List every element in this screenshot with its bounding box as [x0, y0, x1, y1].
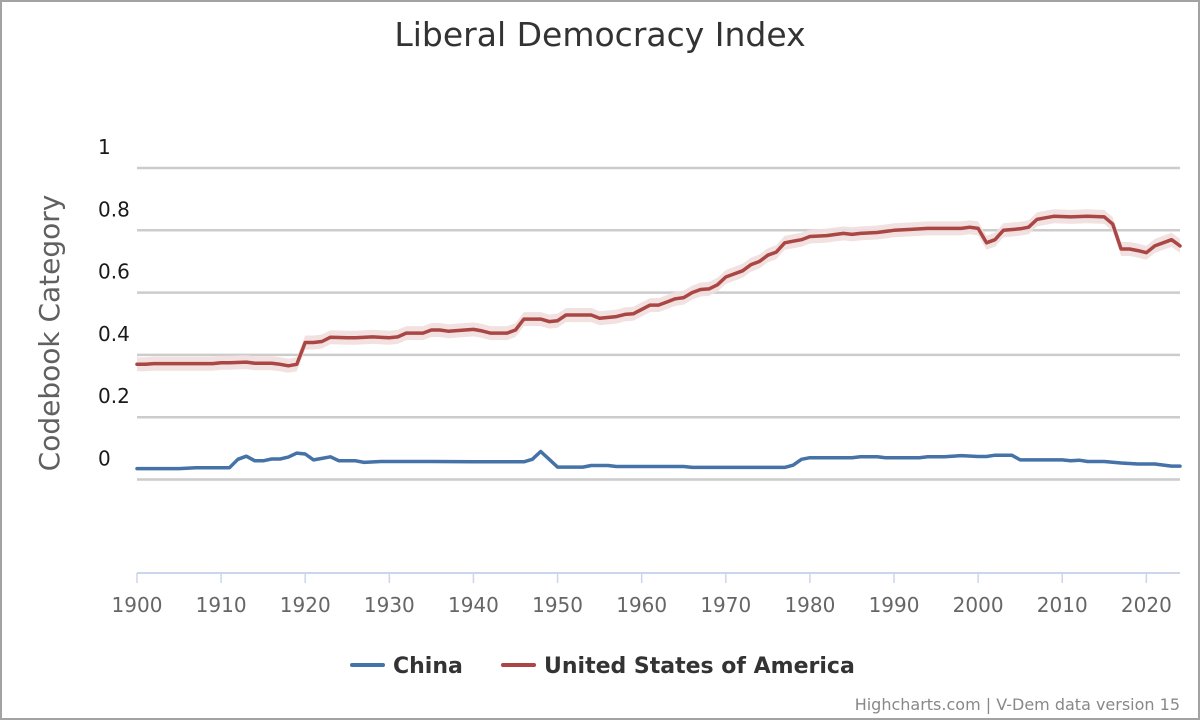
confidence-band-1	[137, 209, 1180, 373]
legend: China United States of America	[350, 654, 855, 679]
x-tick-label: 1990	[869, 593, 920, 617]
x-tick-label: 2010	[1037, 593, 1088, 617]
x-tick-label: 1900	[112, 593, 163, 617]
series-lines	[135, 214, 1182, 471]
y-axis-title: Codebook Category	[33, 195, 66, 472]
x-tick-label: 2000	[953, 593, 1004, 617]
x-tick-label: 1910	[196, 593, 247, 617]
y-gridlines	[137, 166, 1180, 481]
credits[interactable]: Highcharts.com | V-Dem data version 15	[855, 695, 1180, 714]
y-tick-label: 0.4	[98, 322, 130, 346]
y-tick-label: 0.6	[98, 260, 130, 284]
x-tick-label: 1930	[364, 593, 415, 617]
legend-item-label[interactable]: United States of America	[544, 654, 855, 679]
x-tick-label: 1980	[784, 593, 835, 617]
y-axis-tick-labels: 0 0.2 0.4 0.6 0.8 1	[98, 135, 130, 471]
y-tick-label: 0	[98, 447, 111, 471]
x-tick-label: 1960	[616, 593, 667, 617]
y-tick-label: 0.2	[98, 384, 130, 408]
x-tick-label: 1970	[700, 593, 751, 617]
x-tick-label: 2020	[1121, 593, 1172, 617]
chart-title: Liberal Democracy Index	[394, 15, 805, 54]
y-tick-label: 1	[98, 135, 111, 159]
series-line-1[interactable]	[135, 214, 1182, 368]
x-tick-label: 1920	[280, 593, 331, 617]
confidence-bands	[137, 209, 1180, 373]
y-tick-label: 0.8	[98, 197, 130, 221]
x-tick-label: 1950	[532, 593, 583, 617]
series-line-0[interactable]	[135, 449, 1182, 471]
x-tick-label: 1940	[448, 593, 499, 617]
x-axis-ticks: 1900 1910 1920 1930 1940 1950 1960 1970 1980 1990…	[112, 573, 1172, 617]
legend-item-label[interactable]: China	[393, 654, 463, 679]
